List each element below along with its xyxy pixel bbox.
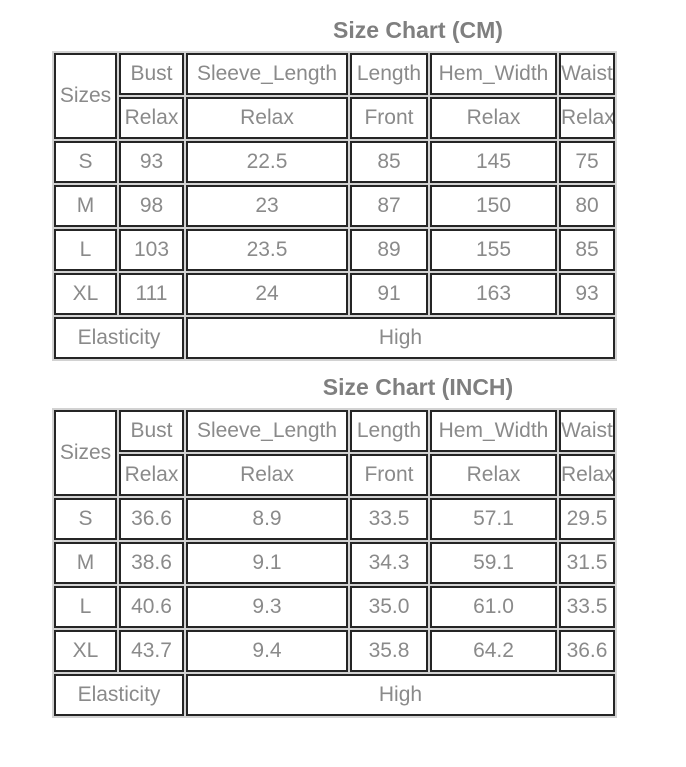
value-cell: 33.5 xyxy=(350,498,428,540)
column-header-waist: Waist xyxy=(559,53,615,95)
value-cell: 9.3 xyxy=(186,586,348,628)
value-cell: 59.1 xyxy=(430,542,557,584)
value-cell: 75 xyxy=(559,141,615,183)
subheader-length: Front xyxy=(350,97,428,139)
size-label: M xyxy=(54,542,117,584)
column-header-length: Length xyxy=(350,410,428,452)
value-cell: 36.6 xyxy=(119,498,184,540)
elasticity-label: Elasticity xyxy=(54,317,184,359)
value-cell: 103 xyxy=(119,229,184,271)
subheader-bust: Relax xyxy=(119,454,184,496)
table-row-l: L 40.6 9.3 35.0 61.0 33.5 xyxy=(54,586,615,628)
size-label: L xyxy=(54,229,117,271)
value-cell: 93 xyxy=(559,273,615,315)
size-label: L xyxy=(54,586,117,628)
value-cell: 35.8 xyxy=(350,630,428,672)
value-cell: 57.1 xyxy=(430,498,557,540)
value-cell: 34.3 xyxy=(350,542,428,584)
subheader-hem-width: Relax xyxy=(430,97,557,139)
subheader-waist: Relax xyxy=(559,454,615,496)
size-chart-cm-title: Size Chart (CM) xyxy=(333,17,503,43)
column-header-length: Length xyxy=(350,53,428,95)
elasticity-value: High xyxy=(186,674,615,716)
column-header-bust: Bust xyxy=(119,410,184,452)
column-header-waist: Waist xyxy=(559,410,615,452)
value-cell: 9.1 xyxy=(186,542,348,584)
column-header-sleeve-length: Sleeve_Length xyxy=(186,410,348,452)
column-header-sleeve-length: Sleeve_Length xyxy=(186,53,348,95)
value-cell: 23 xyxy=(186,185,348,227)
elasticity-value: High xyxy=(186,317,615,359)
value-cell: 24 xyxy=(186,273,348,315)
subheader-waist: Relax xyxy=(559,97,615,139)
value-cell: 36.6 xyxy=(559,630,615,672)
table-row-s: S 93 22.5 85 145 75 xyxy=(54,141,615,183)
column-header-hem-width: Hem_Width xyxy=(430,53,557,95)
subheader-sleeve-length: Relax xyxy=(186,454,348,496)
value-cell: 87 xyxy=(350,185,428,227)
value-cell: 29.5 xyxy=(559,498,615,540)
header-row-main: Sizes Bust Sleeve_Length Length Hem_Widt… xyxy=(54,410,615,496)
value-cell: 40.6 xyxy=(119,586,184,628)
value-cell: 85 xyxy=(350,141,428,183)
value-cell: 155 xyxy=(430,229,557,271)
header-row-sub: Relax Relax Front Relax Relax xyxy=(54,97,615,139)
value-cell: 23.5 xyxy=(186,229,348,271)
size-label: S xyxy=(54,141,117,183)
size-label: M xyxy=(54,185,117,227)
table-row-m: M 98 23 87 150 80 xyxy=(54,185,615,227)
value-cell: 64.2 xyxy=(430,630,557,672)
value-cell: 150 xyxy=(430,185,557,227)
value-cell: 61.0 xyxy=(430,586,557,628)
size-label: S xyxy=(54,498,117,540)
value-cell: 91 xyxy=(350,273,428,315)
sizes-corner-header: Sizes xyxy=(54,410,117,496)
elasticity-row: Elasticity High xyxy=(54,674,615,716)
value-cell: 9.4 xyxy=(186,630,348,672)
value-cell: 33.5 xyxy=(559,586,615,628)
size-chart-inch-title: Size Chart (INCH) xyxy=(322,374,514,400)
value-cell: 8.9 xyxy=(186,498,348,540)
subheader-sleeve-length: Relax xyxy=(186,97,348,139)
column-header-bust: Bust xyxy=(119,53,184,95)
elasticity-label: Elasticity xyxy=(54,674,184,716)
column-header-hem-width: Hem_Width xyxy=(430,410,557,452)
value-cell: 93 xyxy=(119,141,184,183)
subheader-length: Front xyxy=(350,454,428,496)
value-cell: 35.0 xyxy=(350,586,428,628)
value-cell: 111 xyxy=(119,273,184,315)
subheader-hem-width: Relax xyxy=(430,454,557,496)
sizes-corner-header: Sizes xyxy=(54,53,117,139)
table-row-s: S 36.6 8.9 33.5 57.1 29.5 xyxy=(54,498,615,540)
header-row-main: Sizes Bust Sleeve_Length Length Hem_Widt… xyxy=(54,53,615,139)
header-row-sub: Relax Relax Front Relax Relax xyxy=(54,454,615,496)
size-chart-cm-table: Sizes Bust Sleeve_Length Length Hem_Widt… xyxy=(52,51,617,361)
table-row-xl: XL 43.7 9.4 35.8 64.2 36.6 xyxy=(54,630,615,672)
value-cell: 163 xyxy=(430,273,557,315)
value-cell: 98 xyxy=(119,185,184,227)
value-cell: 22.5 xyxy=(186,141,348,183)
table-row-l: L 103 23.5 89 155 85 xyxy=(54,229,615,271)
elasticity-row: Elasticity High xyxy=(54,317,615,359)
value-cell: 89 xyxy=(350,229,428,271)
table-row-m: M 38.6 9.1 34.3 59.1 31.5 xyxy=(54,542,615,584)
size-chart-inch-table: Sizes Bust Sleeve_Length Length Hem_Widt… xyxy=(52,408,617,718)
value-cell: 38.6 xyxy=(119,542,184,584)
value-cell: 80 xyxy=(559,185,615,227)
size-label: XL xyxy=(54,630,117,672)
table-row-xl: XL 111 24 91 163 93 xyxy=(54,273,615,315)
value-cell: 145 xyxy=(430,141,557,183)
value-cell: 31.5 xyxy=(559,542,615,584)
subheader-bust: Relax xyxy=(119,97,184,139)
size-label: XL xyxy=(54,273,117,315)
value-cell: 43.7 xyxy=(119,630,184,672)
value-cell: 85 xyxy=(559,229,615,271)
